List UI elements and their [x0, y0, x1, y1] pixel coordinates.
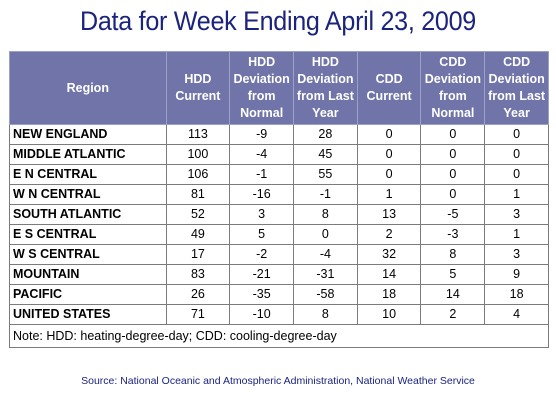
region-cell: MOUNTAIN [9, 264, 167, 285]
source-note: Source: National Oceanic and Atmospheric… [81, 375, 475, 387]
value-cell: 28 [293, 124, 358, 145]
value-cell: -4 [293, 244, 358, 265]
table-row: UNITED STATES 71 -10 8 10 2 4 [9, 304, 549, 325]
value-cell: -9 [229, 124, 295, 145]
value-cell: 2 [420, 304, 486, 325]
region-cell: NEW ENGLAND [9, 124, 167, 145]
region-cell: W S CENTRAL [9, 244, 167, 265]
column-header: CDD Deviation from Last Year [484, 51, 549, 125]
page-title: Data for Week Ending April 23, 2009 [80, 6, 476, 36]
region-cell: W N CENTRAL [9, 184, 167, 205]
column-header: CDD Deviation from Normal [420, 51, 486, 125]
value-cell: 8 [420, 244, 486, 265]
column-header: HDD Deviation from Normal [229, 51, 295, 125]
table-body: NEW ENGLAND 113 -9 28 0 0 0 MIDDLE ATLANTIC 100-… [9, 124, 549, 348]
value-cell: 13 [356, 204, 422, 225]
value-cell: -1 [229, 164, 295, 185]
table-row: SOUTH ATLANTIC 52 3 8 13 -5 3 [9, 204, 549, 225]
value-cell: 26 [165, 284, 231, 305]
table-row: E S CENTRAL 49 5 0 2 -3 1 [9, 224, 549, 245]
value-cell: 0 [420, 164, 486, 185]
value-cell: 0 [420, 184, 486, 205]
value-cell: 0 [420, 144, 486, 165]
value-cell: 18 [484, 284, 549, 305]
value-cell: 14 [356, 264, 422, 285]
value-cell: 81 [165, 184, 231, 205]
value-cell: 55 [293, 164, 358, 185]
value-cell: 1 [484, 224, 549, 245]
value-cell: -3 [420, 224, 486, 245]
value-cell: 10 [356, 304, 422, 325]
table-row: MOUNTAIN 83 -21 -31 14 5 9 [9, 264, 549, 285]
value-cell: -2 [229, 244, 295, 265]
value-cell: 5 [420, 264, 486, 285]
value-cell: 0 [420, 124, 486, 145]
value-cell: 32 [356, 244, 422, 265]
value-cell: 52 [165, 204, 231, 225]
value-cell: 0 [484, 144, 549, 165]
value-cell: -58 [293, 284, 358, 305]
table-row: W N CENTRAL 81 -16 -1 1 0 1 [9, 184, 549, 205]
value-cell: 106 [165, 164, 231, 185]
value-cell: -21 [229, 264, 295, 285]
value-cell: -10 [229, 304, 295, 325]
region-cell: E N CENTRAL [9, 164, 167, 185]
data-table: Region HDD Current HDD Deviation from Norm… [9, 51, 549, 348]
value-cell: 1 [484, 184, 549, 205]
value-cell: 113 [165, 124, 231, 145]
value-cell: -16 [229, 184, 295, 205]
value-cell: 0 [293, 224, 358, 245]
value-cell: 3 [484, 204, 549, 225]
value-cell: -5 [420, 204, 486, 225]
table-header-row: Region HDD Current HDD Deviation from Norm… [9, 51, 549, 125]
note-row: Note: HDD: heating-degree-day; CDD: cool… [9, 324, 549, 348]
value-cell: 18 [356, 284, 422, 305]
value-cell: 0 [356, 144, 422, 165]
region-cell: SOUTH ATLANTIC [9, 204, 167, 225]
value-cell: 1 [356, 184, 422, 205]
value-cell: 17 [165, 244, 231, 265]
table-row: E N CENTRAL 106 -1 55 0 0 0 [9, 164, 549, 185]
value-cell: 71 [165, 304, 231, 325]
column-header: HDD Current [165, 51, 231, 125]
value-cell: 0 [484, 164, 549, 185]
column-header-region: Region [9, 51, 167, 125]
value-cell: 2 [356, 224, 422, 245]
value-cell: 83 [165, 264, 231, 285]
value-cell: 0 [356, 164, 422, 185]
value-cell: 9 [484, 264, 549, 285]
value-cell: 0 [484, 124, 549, 145]
value-cell: 100 [165, 144, 231, 165]
value-cell: 0 [356, 124, 422, 145]
value-cell: -1 [293, 184, 358, 205]
region-cell: UNITED STATES [9, 304, 167, 325]
value-cell: 14 [420, 284, 486, 305]
table-row: PACIFIC 26 -35 -58 18 14 18 [9, 284, 549, 305]
value-cell: 45 [293, 144, 358, 165]
value-cell: 8 [293, 304, 358, 325]
column-header: CDD Current [356, 51, 422, 125]
value-cell: 8 [293, 204, 358, 225]
column-header: HDD Deviation from Last Year [293, 51, 358, 125]
data-table-container: Region HDD Current HDD Deviation from Norm… [9, 51, 549, 348]
region-cell: E S CENTRAL [9, 224, 167, 245]
value-cell: 4 [484, 304, 549, 325]
region-cell: PACIFIC [9, 284, 167, 305]
value-cell: 3 [484, 244, 549, 265]
value-cell: -4 [229, 144, 295, 165]
table-note: Note: HDD: heating-degree-day; CDD: cool… [9, 324, 549, 348]
value-cell: 49 [165, 224, 231, 245]
table-row: W S CENTRAL 17 -2 -4 32 8 3 [9, 244, 549, 265]
value-cell: -31 [293, 264, 358, 285]
table-row: MIDDLE ATLANTIC 100 -4 45 0 0 0 [9, 144, 549, 165]
value-cell: 3 [229, 204, 295, 225]
value-cell: -35 [229, 284, 295, 305]
value-cell: 5 [229, 224, 295, 245]
table-row: NEW ENGLAND 113 -9 28 0 0 0 [9, 124, 549, 145]
region-cell: MIDDLE ATLANTIC [9, 144, 167, 165]
